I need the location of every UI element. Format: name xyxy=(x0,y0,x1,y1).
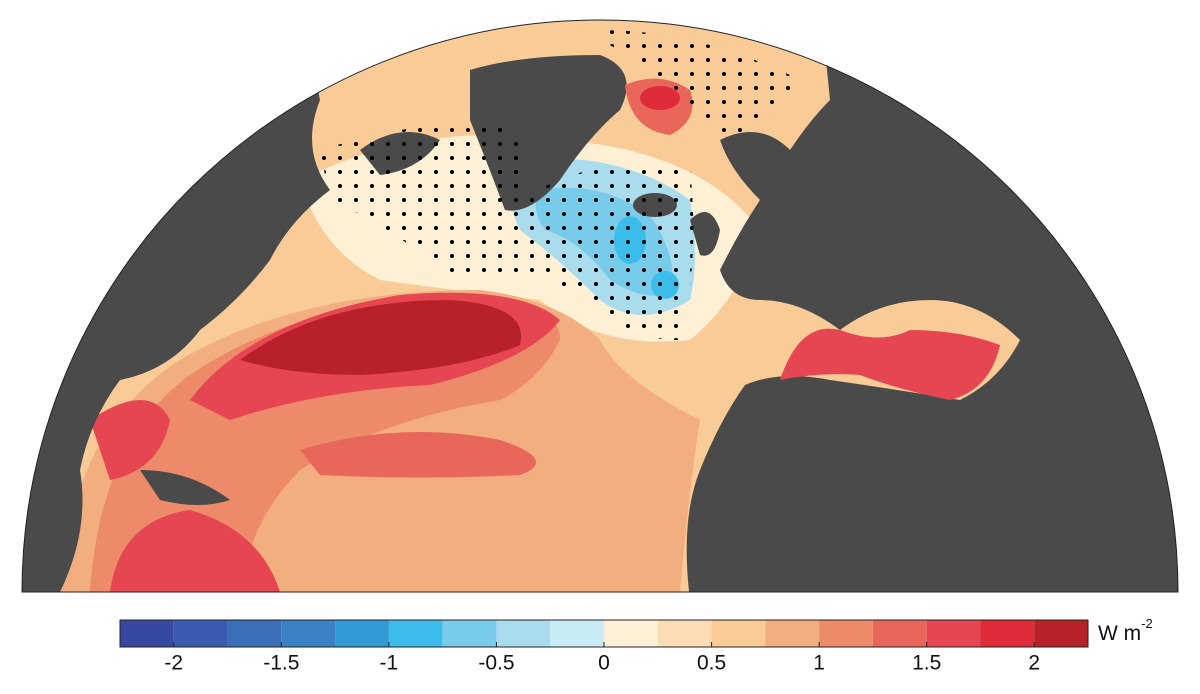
colorbar-segment xyxy=(765,620,820,647)
colorbar-segment xyxy=(926,620,981,647)
colorbar-unit: W m-2 xyxy=(1098,616,1153,644)
colorbar-segment xyxy=(980,620,1035,647)
warm-caribbean xyxy=(110,510,280,592)
tick-label: 0.5 xyxy=(697,652,726,675)
tick-label: -2 xyxy=(164,652,183,675)
colorbar-segment xyxy=(388,620,443,647)
tick-label: 1 xyxy=(813,652,825,675)
colorbar-segment xyxy=(281,620,336,647)
colorbar-segment xyxy=(1034,620,1088,647)
warm-mediterranean xyxy=(780,328,1000,400)
warm-coastal xyxy=(90,400,170,480)
colorbar-segment xyxy=(604,620,658,647)
land-britain xyxy=(690,212,720,256)
land-cuba xyxy=(140,470,230,505)
significance-stippling xyxy=(600,30,800,140)
colorbar-segment xyxy=(711,620,766,647)
colorbar-segment xyxy=(657,620,712,647)
colorbar-segment xyxy=(173,620,228,647)
colorbar-segment xyxy=(550,620,604,647)
warm-max xyxy=(240,300,522,375)
colorbar-segment xyxy=(872,620,927,647)
tick-label: 1.5 xyxy=(912,652,941,675)
significance-stippling xyxy=(320,120,694,340)
warm-barents-core xyxy=(640,86,680,110)
colorbar-segment xyxy=(335,620,389,647)
colorbar-segment xyxy=(819,620,873,647)
colorbar: -2 -1.5 -1 -0.5 0 0.5 1 1.5 2W m-2 xyxy=(119,616,1153,675)
tick-label: 0 xyxy=(598,652,610,675)
tick-label: -1 xyxy=(380,652,399,675)
warm-band xyxy=(300,432,536,478)
map-outline xyxy=(21,19,1179,593)
tick-label: -0.5 xyxy=(478,652,514,675)
colorbar-segment xyxy=(496,620,551,647)
colorbar-segment xyxy=(227,620,282,647)
unit-base: W m xyxy=(1098,622,1141,645)
map xyxy=(22,20,1178,592)
tick-label: 2 xyxy=(1028,652,1040,675)
unit-exponent: -2 xyxy=(1141,616,1153,631)
colorbar-segment xyxy=(442,620,497,647)
colorbar-segment xyxy=(120,620,174,647)
tick-label: -1.5 xyxy=(263,652,299,675)
